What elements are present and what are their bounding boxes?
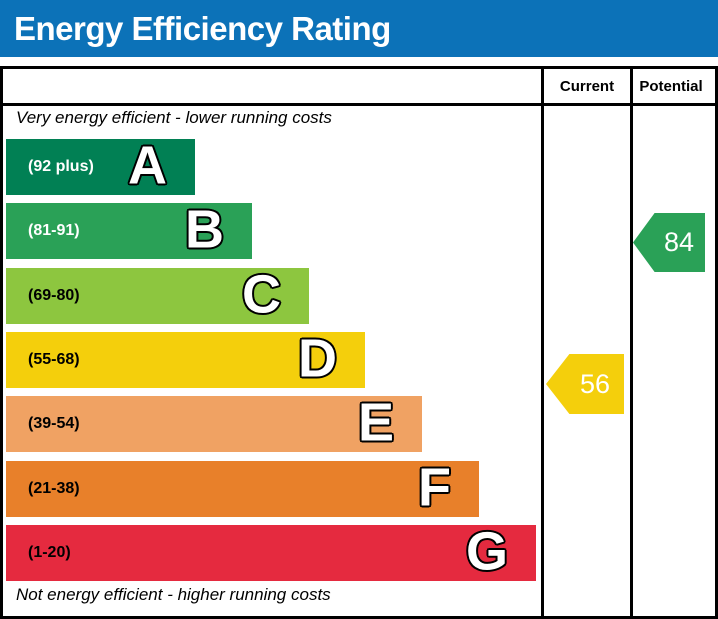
column-divider-current [541,69,544,616]
page-title: Energy Efficiency Rating [14,9,391,47]
band-row-d: (55-68) D [6,328,365,389]
potential-rating-arrow: 84 [633,213,705,272]
band-range-label: (1-20) [28,544,71,561]
band-range-label: (92 plus) [28,158,94,175]
band-row-a: (92 plus) A [6,135,195,196]
band-row-b: (81-91) B [6,199,252,260]
band-range-label: (21-38) [28,480,80,497]
potential-rating-value: 84 [663,227,695,257]
band-row-c: (69-80) C [6,264,309,325]
current-rating-arrow: 56 [546,354,624,414]
band-range-label: (55-68) [28,351,80,368]
band-row-g: (1-20) G [6,521,536,582]
band-range-label: (39-54) [28,415,80,432]
band-letter: D [297,328,338,389]
rating-table: Current Potential Very energy efficient … [0,66,718,619]
band-letter: A [127,135,168,196]
band-letter: C [241,264,282,325]
caption-not-efficient: Not energy efficient - higher running co… [16,585,331,604]
band-letter: F [417,457,452,518]
title-bar: Energy Efficiency Rating [0,0,718,57]
column-divider-potential [630,69,633,616]
band-row-f: (21-38) F [6,457,479,518]
band-letter: B [184,199,225,260]
caption-very-efficient: Very energy efficient - lower running co… [16,108,332,127]
band-row-e: (39-54) E [6,392,422,453]
band-range-label: (69-80) [28,287,80,304]
header-divider [3,103,715,106]
column-header-potential: Potential [639,77,703,95]
band-letter: E [357,392,395,453]
current-rating-value: 56 [579,368,611,399]
column-header-current: Current [559,77,615,95]
band-range-label: (81-91) [28,222,80,239]
band-letter: G [465,521,509,582]
